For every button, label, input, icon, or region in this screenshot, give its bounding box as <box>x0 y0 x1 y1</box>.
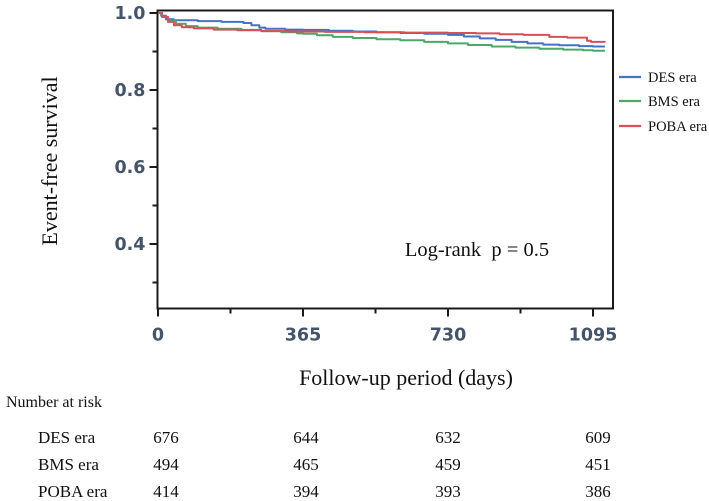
risk-value: 644 <box>293 428 319 447</box>
risk-row-label: DES era <box>38 428 96 447</box>
y-tick-label: 0.6 <box>114 158 145 178</box>
legend-item-bms: BMS era <box>619 94 701 110</box>
risk-value: 393 <box>435 482 461 501</box>
plot-frame <box>156 9 614 310</box>
risk-value: 451 <box>585 455 611 474</box>
risk-value: 494 <box>153 455 179 474</box>
risk-value: 386 <box>585 482 611 501</box>
legend-label-bms: BMS era <box>648 94 701 110</box>
risk-value: 394 <box>293 482 319 501</box>
y-tick-label: 0.8 <box>114 81 145 101</box>
legend-item-des: DES era <box>619 70 697 86</box>
logrank-annotation: Log-rank p = 0.5 <box>405 239 549 261</box>
risk-value: 459 <box>435 455 461 474</box>
legend: DES era BMS era POBA era <box>619 70 708 135</box>
legend-label-poba: POBA era <box>648 119 708 135</box>
km-curve-bms-era <box>158 12 605 52</box>
risk-row-label: BMS era <box>38 455 99 474</box>
y-tick-label: 0.4 <box>114 235 145 255</box>
y-tick-label: 1.0 <box>114 4 145 24</box>
survival-chart: 1.0 0.8 0.6 0.4 0 365 730 1095 Event-free survi… <box>37 4 708 390</box>
risk-value: 414 <box>153 482 179 501</box>
risk-row-label: POBA era <box>38 482 108 501</box>
risk-value: 465 <box>293 455 319 474</box>
km-curve-poba-era <box>158 12 606 43</box>
x-tick-label: 365 <box>285 326 322 346</box>
x-tick-label: 730 <box>430 326 467 346</box>
legend-item-poba: POBA era <box>619 119 708 135</box>
x-axis-title: Follow-up period (days) <box>299 365 513 390</box>
risk-table-title: Number at risk <box>6 394 102 411</box>
y-axis-title: Event-free survival <box>37 76 62 245</box>
x-tick-label: 0 <box>152 326 164 346</box>
risk-value: 676 <box>153 428 179 447</box>
x-tick-label: 1095 <box>569 326 618 346</box>
risk-value: 632 <box>435 428 461 447</box>
risk-value: 609 <box>585 428 611 447</box>
plot-layer: 1.0 0.8 0.6 0.4 0 365 730 1095 <box>114 4 617 346</box>
legend-label-des: DES era <box>648 70 697 86</box>
